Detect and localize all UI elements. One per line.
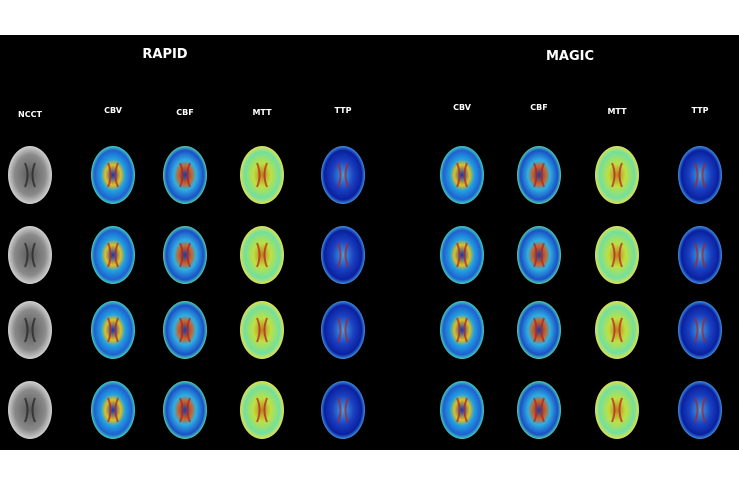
brain-slice <box>163 146 207 204</box>
ventricle <box>24 162 36 188</box>
brain-slice <box>517 301 561 359</box>
ventricle <box>456 242 468 268</box>
ventricle <box>337 317 349 343</box>
brain-slice <box>163 301 207 359</box>
brain-slice <box>678 146 722 204</box>
ventricle <box>456 397 468 423</box>
brain-slice <box>91 381 135 439</box>
brain-slice <box>321 301 365 359</box>
ventricle <box>24 397 36 423</box>
brain-slice <box>240 301 284 359</box>
ventricle <box>611 397 623 423</box>
brain-slice <box>91 226 135 284</box>
brain-slice <box>163 226 207 284</box>
column-label: TTP <box>335 106 352 115</box>
brain-slice <box>595 301 639 359</box>
brain-slice <box>321 226 365 284</box>
brain-slice <box>240 146 284 204</box>
ventricle <box>533 242 545 268</box>
column-label: MTT <box>252 108 272 117</box>
ventricle <box>179 317 191 343</box>
brain-slice <box>321 381 365 439</box>
ventricle <box>179 162 191 188</box>
ventricle <box>694 242 706 268</box>
column-label: CBF <box>176 108 193 117</box>
column-label: NCCT <box>18 110 42 119</box>
brain-slice <box>595 146 639 204</box>
group-title: RAPID <box>142 47 187 62</box>
brain-slice <box>91 301 135 359</box>
ventricle <box>24 317 36 343</box>
ventricle <box>611 162 623 188</box>
ventricle <box>533 397 545 423</box>
brain-slice <box>91 146 135 204</box>
brain-slice <box>240 381 284 439</box>
brain-slice <box>321 146 365 204</box>
column-label: MTT <box>607 107 627 116</box>
ventricle <box>24 242 36 268</box>
ventricle <box>694 162 706 188</box>
brain-slice <box>517 381 561 439</box>
brain-slice <box>517 226 561 284</box>
ventricle <box>533 317 545 343</box>
ventricle <box>107 242 119 268</box>
brain-slice <box>8 146 52 204</box>
ventricle <box>337 162 349 188</box>
ventricle <box>179 242 191 268</box>
column-label: CBF <box>530 103 547 112</box>
brain-slice <box>8 301 52 359</box>
brain-slice <box>595 226 639 284</box>
brain-slice <box>440 146 484 204</box>
ventricle <box>256 242 268 268</box>
ventricle <box>456 317 468 343</box>
ventricle <box>337 242 349 268</box>
ventricle <box>611 242 623 268</box>
brain-slice <box>678 226 722 284</box>
brain-slice <box>440 226 484 284</box>
ventricle <box>256 317 268 343</box>
ventricle <box>694 397 706 423</box>
brain-slice <box>678 381 722 439</box>
ventricle <box>694 317 706 343</box>
brain-slice <box>240 226 284 284</box>
column-label: CBV <box>104 106 123 115</box>
ventricle <box>107 162 119 188</box>
brain-slice <box>595 381 639 439</box>
ventricle <box>611 317 623 343</box>
brain-slice <box>678 301 722 359</box>
ventricle <box>256 162 268 188</box>
column-label: CBV <box>453 103 472 112</box>
brain-slice <box>517 146 561 204</box>
brain-slice <box>8 381 52 439</box>
ventricle <box>179 397 191 423</box>
ventricle <box>256 397 268 423</box>
brain-slice <box>8 226 52 284</box>
brain-slice <box>440 301 484 359</box>
ventricle <box>456 162 468 188</box>
group-title: MAGIC <box>546 49 594 64</box>
ventricle <box>107 397 119 423</box>
column-label: TTP <box>692 106 709 115</box>
brain-slice <box>440 381 484 439</box>
brain-slice <box>163 381 207 439</box>
ventricle <box>533 162 545 188</box>
ventricle <box>337 397 349 423</box>
ventricle <box>107 317 119 343</box>
